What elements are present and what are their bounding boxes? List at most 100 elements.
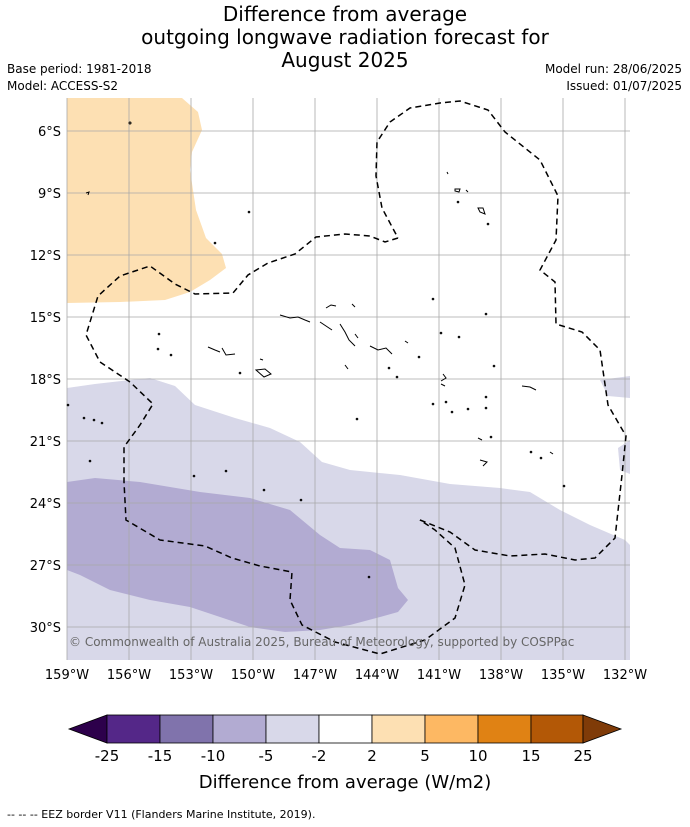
island-47 bbox=[529, 450, 533, 454]
lat-label-15s: 15°S bbox=[30, 311, 61, 326]
island-13 bbox=[351, 303, 356, 308]
island-22 bbox=[484, 312, 488, 316]
lon-label-156w: 156°W bbox=[107, 668, 151, 683]
issued-label: Issued: 01/07/2025 bbox=[566, 79, 682, 93]
anomaly-region-east-patch-1 bbox=[600, 376, 630, 398]
island-35 bbox=[440, 373, 447, 382]
island-8 bbox=[456, 200, 460, 204]
island-62 bbox=[367, 575, 371, 579]
island-15 bbox=[319, 321, 333, 331]
lat-label-21s: 21°S bbox=[30, 435, 61, 450]
lat-label-6s: 6°S bbox=[38, 125, 61, 140]
model-run-label: Model run: 28/06/2025 bbox=[544, 62, 682, 76]
lon-label-147w: 147°W bbox=[293, 668, 337, 683]
lat-label-24s: 24°S bbox=[30, 497, 61, 512]
colorbar-ticks: -25 -15 -10 -5 -2 2 5 10 15 25 bbox=[95, 747, 593, 765]
colorbar-tick-5: -2 bbox=[312, 747, 327, 765]
island-45 bbox=[477, 437, 483, 441]
anomaly-region-pos-2-5 bbox=[67, 98, 226, 303]
colorbar-bin-15-25 bbox=[530, 714, 584, 744]
lat-labels: 6°S 9°S 12°S 15°S 18°S 21°S 24°S 27°S 30… bbox=[30, 125, 61, 636]
island-53 bbox=[92, 418, 96, 422]
lat-label-9s: 9°S bbox=[38, 187, 61, 202]
island-33 bbox=[395, 375, 399, 379]
island-26 bbox=[169, 353, 173, 357]
island-32 bbox=[387, 366, 391, 370]
island-23 bbox=[207, 346, 221, 353]
lon-label-144w: 144°W bbox=[355, 668, 399, 683]
colorbar-bin-10-15 bbox=[477, 714, 532, 744]
eez-border-east bbox=[375, 100, 627, 561]
island-5 bbox=[446, 171, 449, 175]
lat-label-18s: 18°S bbox=[30, 373, 61, 388]
island-2 bbox=[85, 191, 90, 196]
islands bbox=[66, 121, 566, 579]
colorbar-tick-6: 2 bbox=[367, 747, 377, 765]
lon-label-132w: 132°W bbox=[603, 668, 647, 683]
lon-label-141w: 141°W bbox=[417, 668, 461, 683]
map-title-line-3: August 2025 bbox=[281, 48, 409, 72]
colorbar: -25 -15 -10 -5 -2 2 5 10 15 25 Differenc… bbox=[67, 714, 623, 793]
island-20 bbox=[439, 331, 443, 335]
island-14 bbox=[279, 314, 311, 323]
colorbar-tick-1: -25 bbox=[95, 747, 120, 765]
island-52 bbox=[82, 416, 86, 420]
colorbar-bin-neg10-neg5 bbox=[212, 714, 267, 744]
island-18 bbox=[369, 345, 393, 355]
colorbar-bin-neg15-neg10 bbox=[159, 714, 214, 744]
island-48 bbox=[539, 456, 543, 460]
colorbar-tick-4: -5 bbox=[259, 747, 274, 765]
colorbar-extend-low bbox=[67, 714, 108, 744]
island-7 bbox=[465, 189, 469, 193]
copyright-text: © Commonwealth of Australia 2025, Bureau… bbox=[69, 635, 574, 649]
eez-border-west bbox=[85, 233, 466, 655]
island-42 bbox=[450, 410, 454, 414]
island-16 bbox=[339, 323, 356, 347]
island-21 bbox=[457, 335, 461, 339]
island-17 bbox=[354, 333, 359, 339]
island-44 bbox=[484, 406, 488, 410]
lon-labels: 159°W 156°W 153°W 150°W 147°W 144°W 141°… bbox=[45, 668, 647, 683]
lat-label-27s: 27°S bbox=[30, 559, 61, 574]
island-31 bbox=[344, 364, 349, 370]
island-55 bbox=[66, 403, 70, 407]
island-51 bbox=[562, 484, 566, 488]
island-12 bbox=[325, 304, 337, 309]
colorbar-tick-9: 15 bbox=[521, 747, 540, 765]
island-9 bbox=[477, 207, 486, 215]
island-11 bbox=[431, 297, 435, 301]
island-34 bbox=[417, 355, 421, 359]
colorbar-bin-neg5-neg2 bbox=[265, 714, 320, 744]
island-54 bbox=[100, 421, 104, 425]
island-6 bbox=[454, 188, 461, 193]
island-38 bbox=[484, 395, 488, 399]
colorbar-tick-7: 5 bbox=[420, 747, 430, 765]
island-37 bbox=[492, 364, 496, 368]
island-27 bbox=[156, 347, 160, 351]
colorbar-bin-neg2-2 bbox=[318, 714, 373, 744]
island-58 bbox=[224, 469, 228, 473]
island-56 bbox=[88, 459, 92, 463]
island-39 bbox=[521, 385, 537, 391]
lon-label-150w: 150°W bbox=[231, 668, 275, 683]
island-19 bbox=[404, 340, 409, 344]
lat-label-12s: 12°S bbox=[30, 249, 61, 264]
colorbar-tick-2: -15 bbox=[148, 747, 173, 765]
island-4 bbox=[213, 241, 217, 245]
lon-label-153w: 153°W bbox=[169, 668, 213, 683]
colorbar-label: Difference from average (W/m2) bbox=[199, 772, 491, 793]
island-43 bbox=[466, 407, 470, 411]
map-title-line-2: outgoing longwave radiation forecast for bbox=[141, 25, 549, 49]
anomaly-region-neg-5-10 bbox=[67, 478, 408, 632]
graticule bbox=[66, 98, 630, 660]
island-59 bbox=[262, 488, 266, 492]
island-36 bbox=[440, 383, 446, 387]
island-46 bbox=[489, 435, 493, 439]
island-1 bbox=[128, 121, 132, 125]
island-60 bbox=[299, 498, 303, 502]
island-25 bbox=[157, 332, 161, 336]
lat-label-30s: 30°S bbox=[30, 621, 61, 636]
island-3 bbox=[247, 210, 251, 214]
island-40 bbox=[431, 402, 435, 406]
